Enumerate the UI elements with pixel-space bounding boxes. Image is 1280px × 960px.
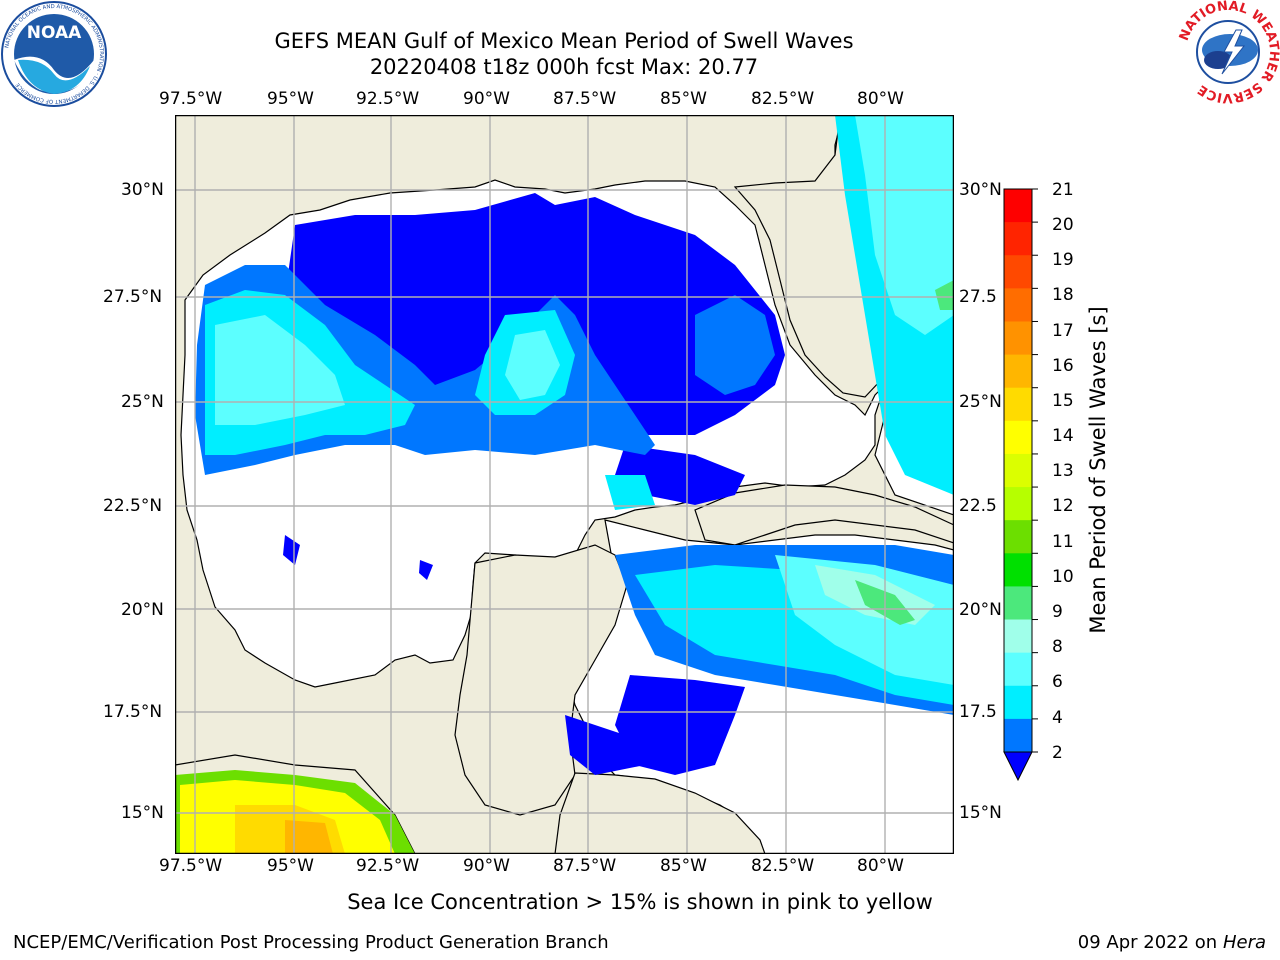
noaa-logo-text: NOAA	[27, 23, 82, 43]
lat-tick-left: 27.5°N	[103, 287, 163, 307]
colorbar-segment	[1004, 288, 1032, 322]
colorbar-segment	[1004, 189, 1032, 223]
colorbar-segment	[1004, 387, 1032, 422]
noaa-logo-icon: NOAA NATIONAL OCEANIC AND ATMOSPHERIC AD…	[1, 1, 107, 107]
pacific-swell-field	[175, 770, 415, 854]
map-frame	[175, 115, 954, 854]
lat-tick-right: 30°N	[959, 180, 1002, 200]
lon-tick-top: 87.5°W	[553, 89, 617, 109]
colorbar-segment	[1004, 520, 1032, 554]
colorbar-tick: 8	[1052, 637, 1063, 657]
lon-tick-bottom: 90°W	[463, 856, 510, 876]
lat-tick-left: 20°N	[121, 600, 164, 620]
lat-tick-right: 22.5	[959, 496, 997, 516]
lat-tick-right: 15°N	[959, 803, 1002, 823]
colorbar-segment	[1004, 321, 1032, 356]
lat-tick-left: 25°N	[121, 392, 164, 412]
colorbar-tick: 9	[1052, 602, 1063, 622]
colorbar-segments	[1004, 189, 1032, 753]
colorbar-tick: 21	[1052, 180, 1074, 200]
colorbar-tick: 20	[1052, 215, 1074, 235]
footer-date-text: 09 Apr 2022 on	[1077, 932, 1223, 953]
colorbar-segment	[1004, 453, 1032, 488]
lon-tick-top: 95°W	[267, 89, 314, 109]
colorbar-segment	[1004, 553, 1032, 587]
colorbar-segment	[1004, 222, 1032, 256]
colorbar-tick: 17	[1052, 321, 1074, 341]
lon-tick-top: 90°W	[463, 89, 510, 109]
lon-tick-top: 80°W	[857, 89, 904, 109]
lon-tick-bottom: 87.5°W	[553, 856, 617, 876]
colorbar-segment	[1004, 685, 1032, 720]
lon-tick-top: 85°W	[660, 89, 707, 109]
colorbar-tick: 2	[1052, 743, 1063, 763]
footer-branch: NCEP/EMC/Verification Post Processing Pr…	[13, 932, 609, 953]
colorbar-tick: 6	[1052, 672, 1063, 692]
lat-tick-right: 25°N	[959, 392, 1002, 412]
lat-tick-right: 20°N	[959, 600, 1002, 620]
lon-tick-bottom: 80°W	[857, 856, 904, 876]
colorbar-segment	[1004, 487, 1032, 521]
colorbar-segment	[1004, 586, 1032, 621]
colorbar-tick: 13	[1052, 461, 1074, 481]
lat-tick-right: 27.5	[959, 287, 997, 307]
lon-tick-bottom: 92.5°W	[356, 856, 420, 876]
footer-host: Hera	[1222, 932, 1266, 953]
colorbar-tick: 15	[1052, 391, 1074, 411]
map-grid	[175, 115, 954, 854]
lon-tick-bottom: 95°W	[267, 856, 314, 876]
sea-ice-note: Sea Ice Concentration > 15% is shown in …	[347, 890, 933, 914]
lon-tick-bottom: 85°W	[660, 856, 707, 876]
lat-tick-left: 15°N	[121, 803, 164, 823]
chart-subtitle: 20220408 t18z 000h fcst Max: 20.77	[369, 55, 759, 79]
colorbar-segment	[1004, 652, 1032, 687]
colorbar	[1003, 188, 1038, 782]
lon-tick-top: 97.5°W	[159, 89, 223, 109]
colorbar-segment	[1004, 718, 1032, 753]
colorbar-tick: 10	[1052, 567, 1074, 587]
lon-tick-bottom: 97.5°W	[159, 856, 223, 876]
colorbar-label: Mean Period of Swell Waves [s]	[1086, 306, 1110, 634]
lon-tick-bottom: 82.5°W	[751, 856, 815, 876]
colorbar-extend-arrow	[1003, 751, 1033, 782]
chart-title: GEFS MEAN Gulf of Mexico Mean Period of …	[274, 29, 854, 53]
swell-band-8-9	[215, 115, 954, 685]
lon-tick-top: 82.5°W	[751, 89, 815, 109]
cuba-land	[694, 484, 954, 546]
colorbar-tick: 4	[1052, 708, 1063, 728]
lat-tick-left: 22.5°N	[103, 496, 163, 516]
colorbar-tick: 11	[1052, 532, 1074, 552]
colorbar-tick: 14	[1052, 426, 1074, 446]
lon-tick-top: 92.5°W	[356, 89, 420, 109]
nws-logo-icon: NATIONAL WEATHER SERVICE	[1177, 0, 1280, 104]
colorbar-segment	[1004, 255, 1032, 289]
footer-date: 09 Apr 2022 on Hera	[1078, 932, 1266, 953]
colorbar-tick: 16	[1052, 356, 1074, 376]
lat-tick-left: 17.5°N	[103, 702, 163, 722]
colorbar-segment	[1004, 420, 1032, 455]
colorbar-segment	[1004, 354, 1032, 389]
colorbar-tick: 12	[1052, 496, 1074, 516]
colorbar-tick: 18	[1052, 285, 1074, 305]
lat-tick-right: 17.5	[959, 702, 997, 722]
colorbar-tick: 19	[1052, 250, 1074, 270]
map-panel	[175, 115, 954, 854]
lat-tick-left: 30°N	[121, 180, 164, 200]
colorbar-segment	[1004, 619, 1032, 654]
